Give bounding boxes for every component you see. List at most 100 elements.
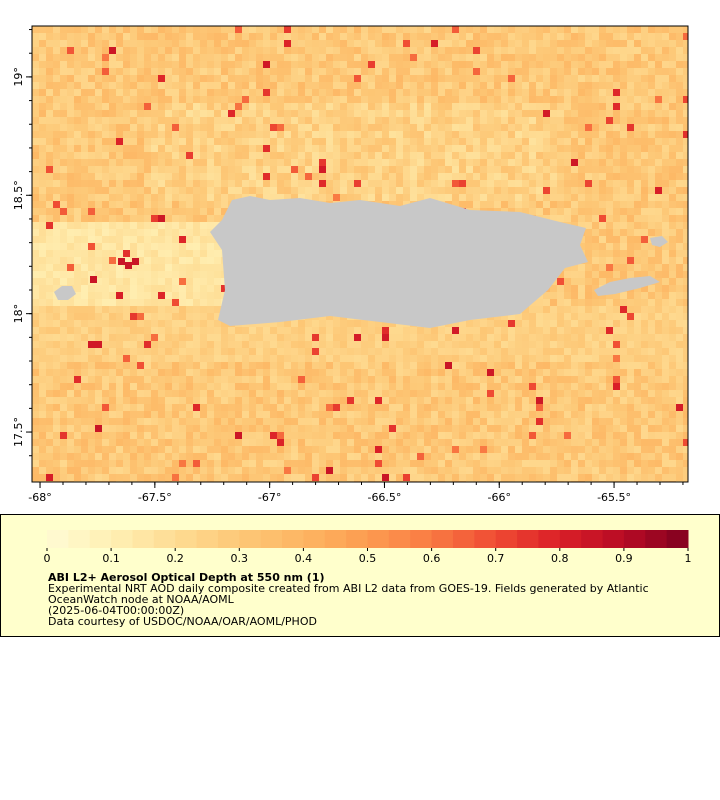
raster-cell	[655, 257, 662, 264]
raster-cell	[669, 278, 676, 285]
raster-cell	[403, 117, 410, 124]
raster-cell	[606, 54, 613, 61]
raster-cell	[382, 355, 389, 362]
raster-cell	[473, 89, 480, 96]
raster-cell	[571, 201, 578, 208]
raster-cell	[578, 61, 585, 68]
raster-cell	[95, 138, 102, 145]
raster-cell	[648, 320, 655, 327]
raster-cell	[382, 187, 389, 194]
raster-cell	[676, 299, 683, 306]
raster-cell	[102, 124, 109, 131]
raster-cell	[536, 341, 543, 348]
raster-cell	[641, 117, 648, 124]
raster-cell	[424, 47, 431, 54]
raster-cell	[130, 362, 137, 369]
raster-cell	[165, 187, 172, 194]
raster-cell	[200, 33, 207, 40]
raster-cell	[319, 173, 326, 180]
raster-cell	[508, 201, 515, 208]
raster-cell	[186, 376, 193, 383]
raster-cell	[193, 47, 200, 54]
raster-cell	[354, 61, 361, 68]
raster-cell	[172, 250, 179, 257]
raster-cell	[179, 292, 186, 299]
raster-cell	[634, 348, 641, 355]
raster-cell	[648, 103, 655, 110]
raster-cell	[333, 103, 340, 110]
raster-cell	[256, 40, 263, 47]
raster-cell	[116, 103, 123, 110]
raster-cell	[592, 271, 599, 278]
raster-cell	[249, 341, 256, 348]
raster-cell	[669, 187, 676, 194]
raster-cell	[494, 103, 501, 110]
raster-cell	[179, 173, 186, 180]
raster-cell	[354, 383, 361, 390]
raster-cell	[592, 285, 599, 292]
raster-cell	[347, 103, 354, 110]
raster-cell	[312, 334, 319, 341]
raster-cell	[158, 40, 165, 47]
raster-cell	[214, 173, 221, 180]
raster-cell	[641, 348, 648, 355]
raster-cell	[641, 320, 648, 327]
raster-cell	[144, 159, 151, 166]
raster-cell	[88, 152, 95, 159]
raster-cell	[571, 376, 578, 383]
raster-cell	[53, 26, 60, 33]
raster-cell	[669, 250, 676, 257]
raster-cell	[459, 334, 466, 341]
raster-cell	[662, 131, 669, 138]
raster-cell	[438, 383, 445, 390]
raster-cell	[67, 383, 74, 390]
raster-cell	[550, 299, 557, 306]
raster-cell	[74, 285, 81, 292]
raster-cell	[382, 54, 389, 61]
raster-cell	[648, 54, 655, 61]
raster-cell	[53, 82, 60, 89]
raster-cell	[508, 131, 515, 138]
raster-cell	[662, 96, 669, 103]
raster-cell	[417, 166, 424, 173]
raster-cell	[606, 334, 613, 341]
raster-cell	[641, 180, 648, 187]
raster-cell	[53, 145, 60, 152]
raster-cell	[207, 313, 214, 320]
raster-cell	[32, 292, 39, 299]
raster-cell	[249, 159, 256, 166]
raster-cell	[585, 257, 592, 264]
raster-cell	[592, 341, 599, 348]
raster-cell	[116, 152, 123, 159]
raster-cell	[438, 131, 445, 138]
raster-cell	[382, 82, 389, 89]
raster-cell	[32, 243, 39, 250]
raster-cell	[200, 145, 207, 152]
raster-cell	[606, 117, 613, 124]
raster-cell	[424, 327, 431, 334]
raster-cell	[599, 320, 606, 327]
raster-cell	[676, 110, 683, 117]
raster-cell	[256, 341, 263, 348]
raster-cell	[88, 145, 95, 152]
raster-cell	[326, 383, 333, 390]
raster-cell	[662, 47, 669, 54]
raster-cell	[291, 327, 298, 334]
raster-cell	[305, 334, 312, 341]
raster-cell	[564, 383, 571, 390]
raster-cell	[487, 348, 494, 355]
raster-cell	[669, 355, 676, 362]
raster-cell	[473, 355, 480, 362]
raster-cell	[473, 173, 480, 180]
raster-cell	[81, 285, 88, 292]
raster-cell	[620, 117, 627, 124]
raster-cell	[683, 40, 688, 47]
raster-cell	[284, 117, 291, 124]
raster-cell	[522, 306, 529, 313]
raster-cell	[564, 306, 571, 313]
raster-cell	[151, 145, 158, 152]
raster-cell	[298, 390, 305, 397]
raster-cell	[354, 82, 361, 89]
raster-cell	[130, 278, 137, 285]
raster-cell	[46, 362, 53, 369]
